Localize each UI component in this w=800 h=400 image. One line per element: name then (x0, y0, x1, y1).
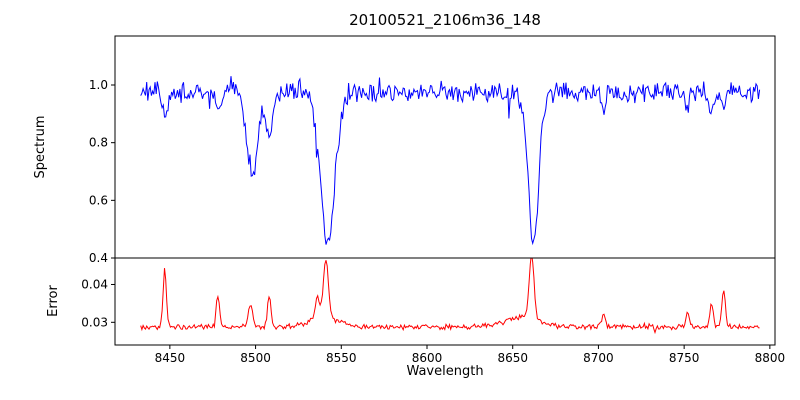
x-tick-label: 8500 (240, 351, 271, 365)
x-tick-label: 8450 (155, 351, 186, 365)
spectrum-ytick-label: 0.4 (89, 251, 108, 265)
spectrum-ytick-label: 0.8 (89, 136, 108, 150)
x-tick-label: 8700 (583, 351, 614, 365)
x-tick-label: 8650 (497, 351, 528, 365)
x-tick-label: 8750 (669, 351, 700, 365)
error-ytick-label: 0.04 (81, 277, 108, 291)
spectrum-y-axis-label: Spectrum (33, 115, 48, 179)
error-axes-frame (114, 257, 776, 346)
spectrum-ytick-label: 1.0 (89, 78, 108, 92)
spectrum-line (140, 76, 761, 246)
x-tick-label: 8600 (412, 351, 443, 365)
x-tick-label: 8800 (755, 351, 786, 365)
chart-title: 20100521_2106m36_148 (349, 11, 541, 29)
spectrum-axes-frame (114, 35, 776, 259)
error-line (140, 258, 760, 335)
error-ytick-label: 0.03 (81, 315, 108, 329)
x-axis-label: Wavelength (406, 364, 484, 379)
error-y-axis-label: Error (46, 285, 61, 317)
x-tick-label: 8550 (326, 351, 357, 365)
spectrum-ytick-label: 0.6 (89, 193, 108, 207)
